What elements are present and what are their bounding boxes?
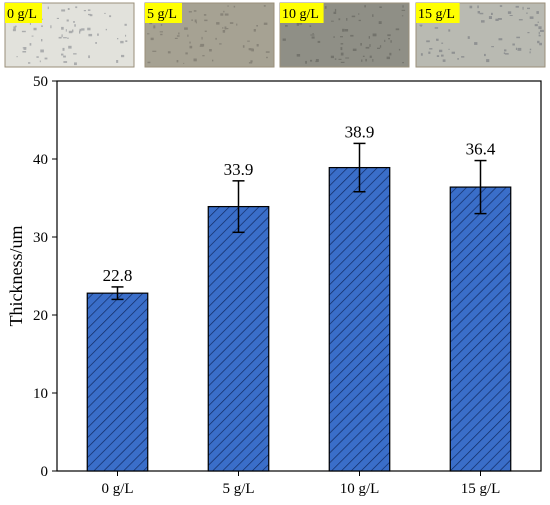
bar: [86, 292, 149, 472]
error-bar: [232, 180, 245, 234]
plot-frame: [56, 80, 542, 472]
x-axis-ticks: 0 g/L 5 g/L 10 g/L 15 g/L: [101, 471, 500, 497]
x-tick-label: 5 g/L: [222, 481, 254, 497]
photo-label-bg: [416, 3, 460, 23]
error-bars: 22.8 33.9 38.9 36.4: [103, 122, 496, 301]
sample-photo: 10 g/L: [279, 2, 410, 68]
data-label: 33.9: [224, 160, 254, 179]
data-label: 38.9: [345, 122, 375, 141]
y-tick-label: 20: [33, 308, 48, 324]
y-tick-label: 0: [41, 464, 49, 480]
photo-label-bg: [145, 3, 182, 23]
error-bar: [111, 286, 124, 301]
bar: [328, 166, 391, 472]
data-label: 22.8: [103, 266, 133, 285]
photo-texture: [147, 5, 270, 64]
y-tick-label: 30: [33, 230, 48, 246]
bar: [207, 205, 270, 472]
photo-label: 5 g/L: [147, 7, 177, 22]
y-axis-ticks: 0 10 20 30 40 50: [33, 74, 57, 480]
photo-label: 0 g/L: [7, 7, 37, 22]
bar: [449, 186, 512, 472]
error-bar: [353, 142, 366, 193]
x-tick-label: 15 g/L: [461, 481, 501, 497]
photo-label: 10 g/L: [282, 7, 319, 22]
y-tick-label: 40: [33, 152, 48, 168]
sample-photo: 5 g/L: [144, 2, 275, 68]
sample-photo: 0 g/L: [4, 2, 135, 68]
photo-label-bg: [280, 3, 324, 23]
sample-photos: 0 g/L 5 g/L 10 g/L 15 g/L: [4, 2, 546, 68]
x-tick-label: 0 g/L: [101, 481, 133, 497]
y-axis-title: Thickness/um: [6, 226, 26, 327]
x-tick-label: 10 g/L: [340, 481, 380, 497]
y-tick-label: 10: [33, 386, 48, 402]
error-bar: [474, 159, 487, 215]
photo-label-bg: [5, 3, 42, 23]
bars: [86, 166, 512, 472]
photo-texture: [10, 6, 128, 66]
bar-chart: 0 10 20 30 40 50 22.8 33.9 38.9 36.4 0 g/L 5 g/L 1…: [6, 74, 542, 497]
y-tick-label: 50: [33, 74, 48, 90]
sample-photo: 15 g/L: [415, 2, 546, 68]
photo-label: 15 g/L: [418, 7, 455, 22]
data-label: 36.4: [466, 140, 496, 159]
